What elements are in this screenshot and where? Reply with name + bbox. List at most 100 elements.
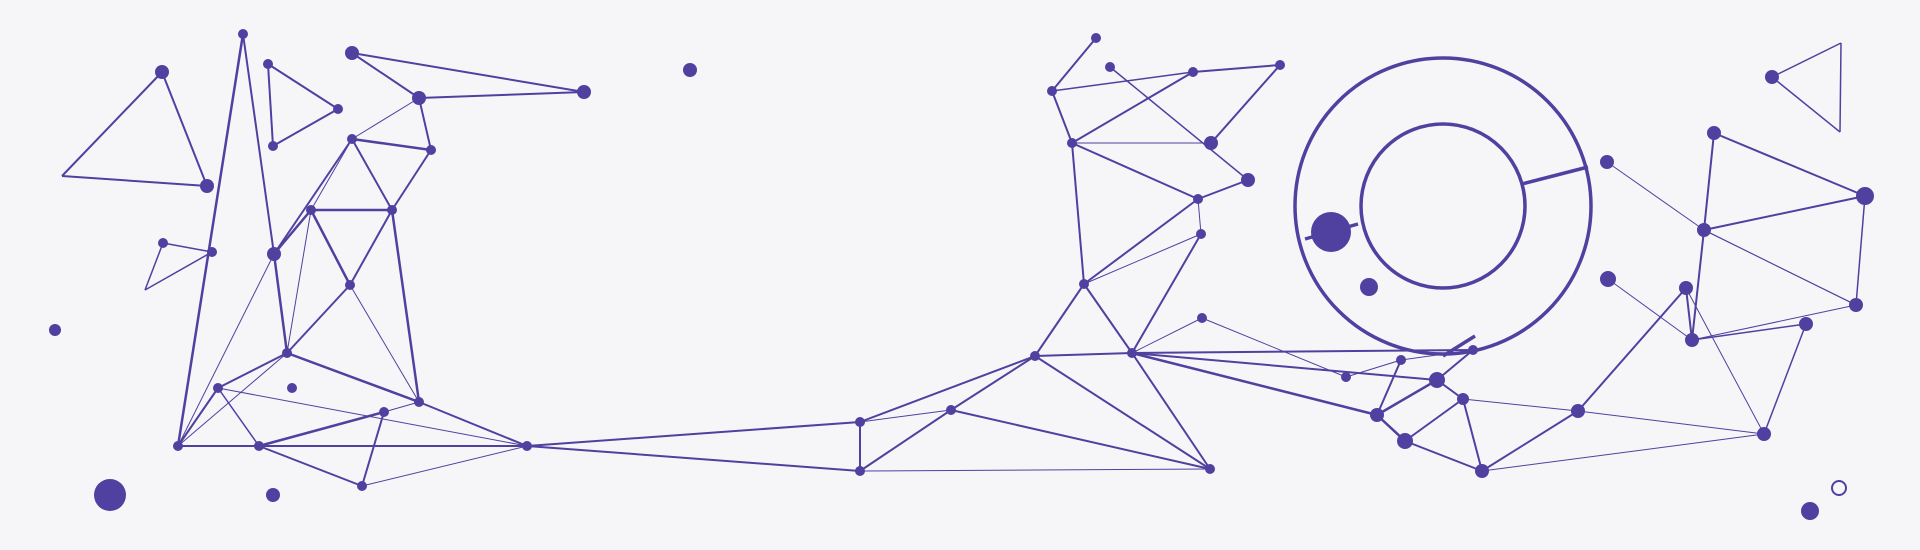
connection-line xyxy=(1685,287,1765,435)
connection-line xyxy=(950,355,1036,411)
connection-line xyxy=(1481,410,1579,472)
connection-line xyxy=(1345,359,1402,378)
network-node xyxy=(345,46,359,60)
connection-line xyxy=(1131,317,1203,354)
network-node xyxy=(1429,372,1445,388)
connection-line xyxy=(1051,90,1073,144)
network-node xyxy=(414,397,424,407)
network-node xyxy=(345,280,355,290)
connection-line xyxy=(242,33,275,255)
connection-line xyxy=(144,242,164,291)
network-node xyxy=(1856,187,1874,205)
connection-line xyxy=(1771,76,1841,133)
connection-line xyxy=(1703,195,1866,231)
connection-line xyxy=(176,33,245,447)
network-node xyxy=(207,247,217,257)
network-node xyxy=(1360,278,1378,296)
connection-line xyxy=(1839,42,1842,133)
network-node xyxy=(155,65,169,79)
connection-line xyxy=(1071,71,1194,144)
connection-line xyxy=(859,409,952,423)
connection-line xyxy=(526,445,861,472)
connection-line xyxy=(1577,287,1687,412)
connection-line xyxy=(1109,66,1249,181)
network-node xyxy=(268,141,278,151)
connection-line xyxy=(267,63,274,147)
network-node xyxy=(1468,345,1478,355)
connection-line xyxy=(1197,198,1202,235)
ring-spoke xyxy=(1442,334,1476,358)
connection-line xyxy=(61,175,208,187)
network-node xyxy=(1765,70,1779,84)
connection-line xyxy=(361,445,528,487)
network-node xyxy=(357,481,367,491)
connection-line xyxy=(859,409,952,472)
network-node xyxy=(1197,313,1207,323)
connection-line xyxy=(1703,229,1857,306)
network-node xyxy=(254,441,264,451)
network-node xyxy=(213,383,223,393)
connection-line xyxy=(217,352,288,389)
connection-line xyxy=(1481,433,1765,472)
network-node xyxy=(1370,408,1384,422)
connection-line xyxy=(950,409,1211,470)
network-node xyxy=(1275,60,1285,70)
connection-line xyxy=(1201,317,1347,378)
connection-line xyxy=(273,138,353,255)
connection-line xyxy=(267,63,339,110)
connection-line xyxy=(1462,398,1579,412)
network-node xyxy=(379,407,389,417)
network-node xyxy=(282,348,292,358)
connection-line xyxy=(1131,352,1438,381)
connection-line xyxy=(351,52,420,99)
outer-ring xyxy=(1293,56,1593,356)
connection-line xyxy=(349,284,420,403)
network-node xyxy=(1475,464,1489,478)
network-node xyxy=(1127,348,1137,358)
connection-line xyxy=(1051,71,1194,92)
network-node xyxy=(238,29,248,39)
connection-line xyxy=(351,137,432,152)
network-node xyxy=(1196,229,1206,239)
connection-line xyxy=(273,209,312,255)
network-node xyxy=(522,441,532,451)
connection-line xyxy=(1197,179,1249,200)
connection-line xyxy=(1763,323,1807,435)
connection-line xyxy=(1691,323,1807,341)
network-node xyxy=(1205,464,1215,474)
connection-line xyxy=(361,411,385,487)
connection-line xyxy=(217,387,260,447)
connection-line xyxy=(1131,233,1202,354)
connection-line xyxy=(1192,64,1281,73)
network-node xyxy=(1801,502,1819,520)
connection-line xyxy=(1376,378,1438,417)
connection-line xyxy=(1404,398,1464,442)
connection-line xyxy=(1083,233,1202,285)
network-node xyxy=(347,134,357,144)
network-node xyxy=(426,145,436,155)
connection-line xyxy=(177,253,275,447)
connection-line xyxy=(1034,283,1085,357)
network-node xyxy=(946,405,956,415)
network-node xyxy=(267,247,281,261)
connection-line xyxy=(217,387,528,447)
connection-line xyxy=(1462,398,1483,472)
network-node xyxy=(1241,173,1255,187)
connection-line xyxy=(1713,132,1866,197)
network-node xyxy=(158,238,168,248)
connection-line xyxy=(161,71,208,187)
connection-line xyxy=(1210,64,1281,144)
network-node xyxy=(577,85,591,99)
network-node xyxy=(306,205,316,215)
connection-line xyxy=(61,71,163,177)
network-node xyxy=(200,179,214,193)
hollow-node xyxy=(1831,480,1847,496)
connection-line xyxy=(1051,37,1097,92)
connection-line xyxy=(1404,440,1483,472)
inner-ring xyxy=(1359,122,1527,290)
connection-line xyxy=(383,401,420,413)
connection-line xyxy=(1083,283,1133,354)
network-node xyxy=(266,488,280,502)
network-node xyxy=(855,417,865,427)
connection-line xyxy=(1034,355,1211,470)
